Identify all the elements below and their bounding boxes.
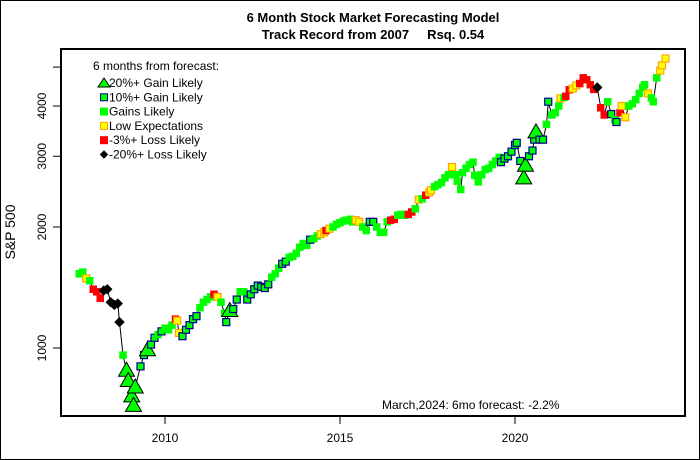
data-point-gain: [411, 205, 419, 213]
data-point-g20: [138, 340, 157, 357]
data-point-gain: [217, 298, 225, 306]
data-point-g10: [229, 304, 238, 314]
data-point-gain: [451, 170, 460, 179]
data-point-loss3: [96, 294, 104, 302]
data-point-gain: [240, 288, 248, 296]
chart-title: 6 Month Stock Market Forecasting Model: [247, 10, 500, 25]
plot-area: [60, 48, 686, 417]
data-point-low: [617, 101, 626, 111]
chart-subtitle: Track Record from 2007 Rsq. 0.54: [262, 27, 485, 42]
data-point-loss20: [592, 82, 603, 93]
data-point-low: [621, 113, 630, 122]
data-point-gain: [362, 226, 370, 235]
data-point-gain: [453, 177, 461, 185]
data-point-gain: [474, 178, 482, 186]
data-point-loss20: [112, 298, 123, 309]
legend-label-g20: 20%+ Gain Likely: [109, 76, 203, 90]
data-point-loss3: [93, 288, 101, 296]
data-point-low: [173, 316, 182, 325]
legend-label-gain: Gains Likely: [109, 105, 174, 119]
data-point-g20: [117, 361, 136, 377]
data-point-g10: [612, 117, 621, 127]
data-point-gain: [119, 351, 127, 359]
data-point-gain: [649, 97, 657, 106]
data-point-g10: [507, 147, 516, 156]
data-point-gain: [640, 80, 649, 89]
data-point-loss3: [597, 104, 605, 112]
data-point-gain: [469, 158, 477, 166]
data-point-loss3: [600, 111, 608, 119]
data-point-g20: [514, 168, 533, 185]
data-point-g10: [192, 312, 201, 321]
legend-label-loss3: -3%+ Loss Likely: [109, 133, 200, 147]
data-point-g20: [126, 377, 145, 394]
data-point-low: [661, 54, 670, 63]
data-point-g10: [146, 340, 156, 349]
data-point-g10: [264, 280, 273, 289]
y-tick-label: 3000: [35, 143, 49, 170]
data-point-loss3: [562, 92, 570, 101]
y-axis-label: S&P 500: [2, 204, 18, 259]
data-point-gain: [380, 228, 388, 237]
data-point-loss20: [102, 284, 113, 295]
data-point-g20: [516, 156, 535, 172]
x-tick-label: 2010: [152, 431, 179, 445]
legend-marker-loss3: [100, 136, 108, 145]
data-point-gain: [457, 185, 465, 194]
y-tick-label: 4000: [35, 92, 49, 119]
data-point-low: [447, 162, 457, 172]
data-point-g10: [512, 138, 521, 147]
legend-marker-loss20: [99, 150, 109, 159]
data-point-gain: [604, 97, 612, 106]
data-point-gain: [86, 277, 94, 285]
data-point-g10: [232, 295, 241, 304]
legend-marker-gain: [100, 107, 108, 116]
data-point-g10: [222, 317, 231, 327]
data-point-gain: [542, 120, 551, 129]
axes: 2010 2015 2020 1000 2000 3000 4000: [35, 66, 529, 445]
data-point-g10: [544, 97, 553, 106]
legend-label-loss20: -20%+ Loss Likely: [109, 148, 207, 162]
legend-title: 6 months from forecast:: [93, 59, 219, 73]
data-point-g10: [528, 146, 537, 155]
data-points: [75, 54, 670, 412]
data-point-gain: [555, 102, 563, 110]
data-point-gain: [444, 170, 453, 179]
x-tick-label: 2020: [502, 431, 529, 445]
legend-marker-g10: [100, 93, 108, 102]
legend: 6 months from forecast: 20%+ Gain Likely1…: [93, 59, 219, 162]
data-point-g20: [119, 371, 138, 388]
data-point-g20: [124, 396, 143, 412]
x-tick-label: 2015: [327, 431, 354, 445]
data-point-g10: [136, 362, 145, 371]
data-point-gain: [551, 108, 559, 117]
data-point-loss20: [114, 316, 125, 328]
y-tick-label: 2000: [35, 213, 49, 240]
data-point-low: [657, 61, 667, 70]
legend-marker-low: [100, 121, 108, 130]
legend-label-low: Low Expectations: [109, 119, 203, 133]
data-point-g10: [538, 135, 548, 144]
legend-marker-g20: [97, 77, 111, 88]
data-point-gain: [653, 74, 661, 82]
legend-label-g10: 10%+ Gain Likely: [109, 90, 203, 104]
data-point-gain: [471, 171, 479, 180]
y-tick-label: 1000: [35, 334, 49, 361]
forecast-annotation: March,2024: 6mo forecast: -2.2%: [382, 398, 560, 412]
